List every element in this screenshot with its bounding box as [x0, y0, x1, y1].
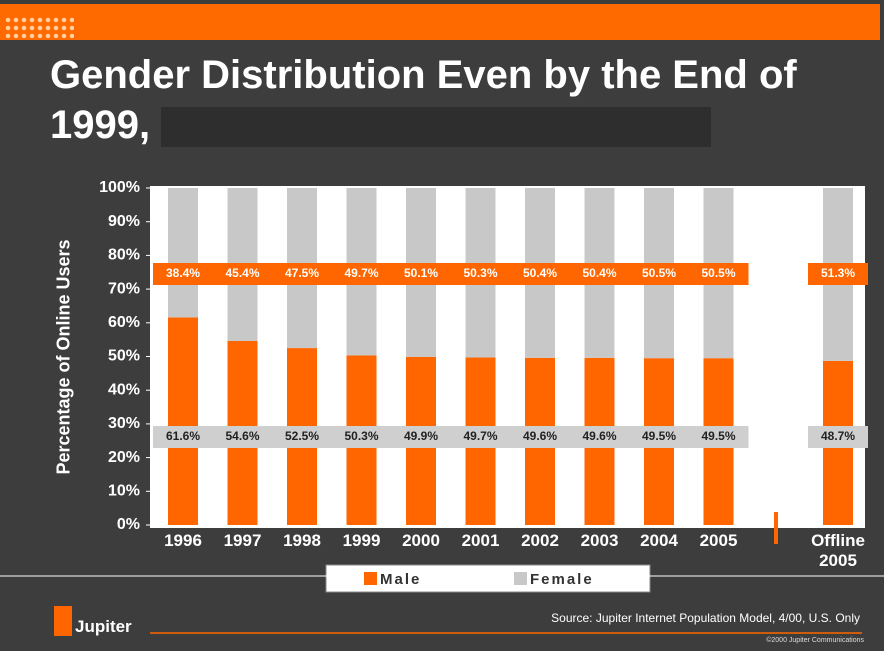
- y-tick-label: 40%: [108, 381, 140, 398]
- data-label: 51.3%: [821, 266, 855, 280]
- bar-segment: [168, 317, 198, 525]
- copyright: ©2000 Jupiter Communications: [766, 637, 864, 644]
- label-box: [569, 263, 630, 285]
- data-label: 50.5%: [701, 266, 735, 280]
- data-label: 49.5%: [642, 429, 676, 443]
- label-box: [629, 263, 689, 285]
- label-box: [450, 263, 511, 285]
- y-tick-label: 90%: [108, 213, 140, 230]
- x-tick-label: 2000: [402, 531, 440, 550]
- y-axis-label: Percentage of Online Users: [53, 239, 74, 475]
- x-tick-label: 2004: [640, 531, 678, 550]
- source: Source: Jupiter Internet Population Mode…: [551, 611, 860, 625]
- data-label: 50.4%: [582, 266, 616, 280]
- redaction: [161, 107, 712, 148]
- data-label: 50.1%: [404, 266, 438, 280]
- label-box: [153, 263, 213, 285]
- logo: Jupiter: [75, 617, 132, 636]
- legend-label: Female: [530, 571, 594, 588]
- y-tick-label: 10%: [108, 483, 140, 500]
- x-tick-label: 1996: [164, 531, 202, 550]
- legend-label: Male: [380, 571, 421, 588]
- label-box: [510, 263, 570, 285]
- label-box: [629, 426, 689, 448]
- plot-area: [150, 186, 865, 528]
- label-box: [153, 426, 213, 448]
- x-tick-label: 1997: [223, 531, 262, 550]
- title-block: Gender Distribution Even by the End of 1…: [50, 50, 880, 150]
- data-label: 49.6%: [582, 429, 616, 443]
- y-tick-label: 30%: [108, 415, 140, 432]
- y-tick-label: 100%: [99, 179, 140, 196]
- chart-title: Gender Distribution Even by the End of 1…: [50, 53, 797, 147]
- data-label: 49.7%: [463, 429, 497, 443]
- label-box: [331, 263, 392, 285]
- label-box: [808, 426, 868, 448]
- data-label: 50.3%: [344, 429, 378, 443]
- x-tick-label: 2002: [521, 531, 559, 550]
- x-tick-label: 2001: [461, 531, 500, 550]
- data-label: 48.7%: [821, 429, 855, 443]
- label-box: [510, 426, 570, 448]
- label-box: [808, 263, 868, 285]
- y-tick-label: 70%: [108, 280, 140, 297]
- data-label: 50.5%: [642, 266, 676, 280]
- y-tick-label: 50%: [108, 348, 140, 365]
- y-tick-label: 80%: [108, 247, 140, 264]
- label-box: [391, 263, 451, 285]
- label-box: [272, 263, 332, 285]
- data-label: 52.5%: [285, 429, 319, 443]
- label-box: [331, 426, 392, 448]
- top-bar: [0, 4, 880, 40]
- data-label: 45.4%: [225, 266, 259, 280]
- legend-swatch: [364, 572, 377, 585]
- y-tick-label: 60%: [108, 314, 140, 331]
- label-box: [212, 263, 273, 285]
- data-label: 38.4%: [166, 266, 200, 280]
- bar-segment: [168, 188, 198, 318]
- data-label: 49.5%: [701, 429, 735, 443]
- label-box: [688, 263, 749, 285]
- x-tick-label: 1999: [342, 531, 381, 550]
- y-tick-label: 0%: [117, 516, 140, 533]
- x-tick-label: 2005: [699, 531, 738, 550]
- data-label: 54.6%: [225, 429, 259, 443]
- data-label: 50.4%: [523, 266, 557, 280]
- x-tick-label: Offline 2005: [811, 531, 865, 570]
- y-tick-label: 20%: [108, 449, 140, 466]
- label-box: [450, 426, 511, 448]
- label-box: [688, 426, 749, 448]
- label-box: [272, 426, 332, 448]
- data-label: 49.9%: [404, 429, 438, 443]
- label-box: [391, 426, 451, 448]
- data-label: 47.5%: [285, 266, 319, 280]
- dots: [4, 16, 74, 38]
- data-label: 50.3%: [463, 266, 497, 280]
- legend-swatch: [514, 572, 527, 585]
- label-box: [569, 426, 630, 448]
- x-tick-label: 1998: [283, 531, 321, 550]
- axis-break: [774, 512, 778, 544]
- label-box: [212, 426, 273, 448]
- data-label: 61.6%: [166, 429, 200, 443]
- x-tick-label: 2003: [580, 531, 619, 550]
- data-label: 49.6%: [523, 429, 557, 443]
- legend-box: [325, 564, 651, 593]
- data-label: 49.7%: [344, 266, 378, 280]
- logo-mark: [54, 606, 72, 636]
